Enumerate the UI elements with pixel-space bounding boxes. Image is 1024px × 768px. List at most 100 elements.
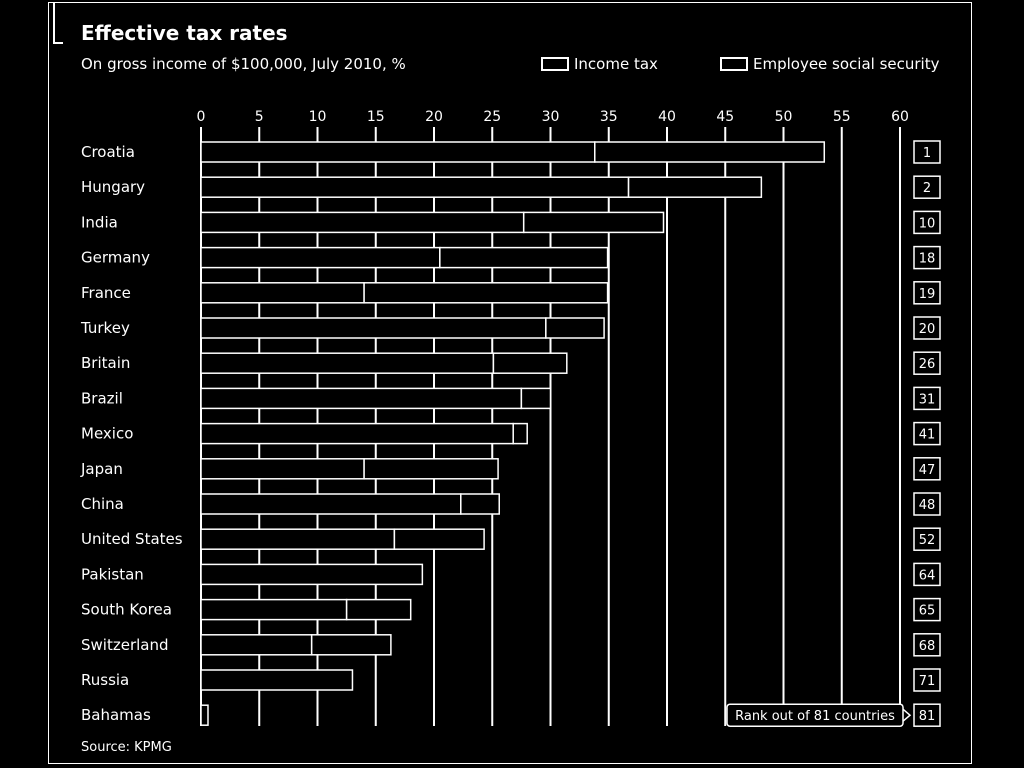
category-label: Hungary: [81, 178, 145, 196]
rank-box: [913, 668, 941, 692]
category-label: Mexico: [81, 425, 133, 443]
rank-box: [913, 703, 941, 727]
rank-box: [913, 316, 941, 340]
rank-label: 48: [919, 498, 936, 513]
category-label: France: [81, 284, 131, 302]
x-tick-label: 15: [367, 109, 385, 125]
bar-social-security: [627, 176, 763, 198]
rank-note-box: [726, 703, 904, 727]
rank-box: [913, 492, 941, 516]
category-label: Germany: [81, 249, 150, 267]
rank-label: 71: [919, 674, 936, 689]
bar-social-security: [393, 528, 485, 550]
bar-social-security: [460, 493, 500, 515]
x-tick-label: 0: [197, 109, 206, 125]
category-label: Pakistan: [81, 565, 144, 583]
bar-social-security: [439, 246, 609, 269]
rank-box: [913, 421, 941, 446]
bar-income-tax: [200, 528, 396, 550]
rank-box: [913, 140, 941, 164]
bar-income-tax: [200, 634, 313, 656]
chart-title: Effective tax rates: [81, 21, 288, 45]
rank-label: 1: [923, 146, 931, 161]
category-label: India: [81, 213, 118, 231]
x-tick-label: 60: [891, 109, 909, 125]
category-label: Croatia: [81, 143, 135, 161]
bar-income-tax: [200, 669, 354, 691]
bar-social-security: [363, 458, 499, 480]
bar-income-tax: [200, 282, 365, 304]
bar-income-tax: [200, 352, 495, 374]
rank-note-arrow: [902, 708, 912, 722]
legend-income-tax: Income tax: [541, 55, 658, 73]
rank-label: 19: [919, 287, 936, 302]
category-label: Switzerland: [81, 636, 169, 654]
bar-income-tax: [200, 211, 525, 234]
rank-box: [913, 175, 941, 199]
legend-swatch-social-security: [720, 57, 748, 71]
rank-box: [913, 597, 941, 622]
rank-label: 64: [919, 568, 936, 583]
rank-label: 18: [919, 252, 936, 267]
category-label: Brazil: [81, 389, 123, 407]
category-label: China: [81, 495, 124, 513]
chart-subtitle: On gross income of $100,000, July 2010, …: [81, 55, 406, 73]
bar-income-tax: [200, 422, 514, 445]
rank-box: [913, 210, 941, 235]
rank-label: 2: [923, 181, 931, 196]
category-label: Turkey: [80, 319, 130, 337]
bar-social-security: [522, 211, 665, 234]
bar-income-tax: [200, 141, 596, 163]
rank-label: 65: [919, 604, 936, 619]
x-tick-label: 35: [600, 109, 618, 125]
legend-social-security: Employee social security: [720, 55, 939, 73]
bar-income-tax: [200, 176, 630, 198]
rank-label: 81: [919, 709, 936, 724]
source-note: Source: KPMG: [81, 740, 172, 755]
legend-label-social-security: Employee social security: [753, 55, 940, 73]
x-tick-label: 50: [775, 109, 793, 125]
x-tick-label: 20: [425, 109, 443, 125]
bar-social-security: [492, 352, 568, 374]
rank-label: 68: [919, 639, 936, 654]
category-label: Bahamas: [81, 706, 151, 724]
bar-income-tax: [200, 493, 462, 515]
bar-income-tax: [200, 704, 209, 726]
bar-income-tax: [200, 246, 441, 269]
rank-box: [913, 245, 941, 270]
x-tick-label: 40: [658, 109, 676, 125]
rank-label: 31: [919, 392, 936, 407]
rank-label: 47: [919, 463, 936, 478]
bar-social-security: [512, 422, 528, 445]
rank-box: [913, 457, 941, 481]
rank-box: [913, 351, 941, 375]
rank-label: 10: [919, 216, 936, 231]
rank-label: 20: [919, 322, 936, 337]
bar-income-tax: [200, 317, 547, 339]
x-tick-label: 10: [309, 109, 327, 125]
category-label: Britain: [81, 354, 130, 372]
category-label: Russia: [81, 671, 129, 689]
bar-social-security: [310, 634, 392, 656]
rank-box: [913, 386, 941, 411]
rank-box: [913, 281, 941, 305]
x-tick-label: 55: [833, 109, 851, 125]
rank-label: 26: [919, 357, 936, 372]
x-tick-label: 30: [542, 109, 560, 125]
rank-label: 41: [919, 428, 936, 443]
corner-accent: [53, 2, 63, 44]
bar-social-security: [363, 282, 609, 304]
bar-social-security: [345, 598, 412, 621]
bar-social-security: [545, 317, 605, 339]
x-tick-label: 25: [483, 109, 501, 125]
rank-label: 52: [919, 533, 936, 548]
category-label: South Korea: [81, 601, 172, 619]
bar-social-security: [520, 387, 552, 410]
rank-box: [913, 527, 941, 551]
bar-income-tax: [200, 387, 523, 410]
x-tick-label: 45: [716, 109, 734, 125]
legend-swatch-income-tax: [541, 57, 569, 71]
bar-income-tax: [200, 563, 424, 586]
rank-box: [913, 633, 941, 657]
